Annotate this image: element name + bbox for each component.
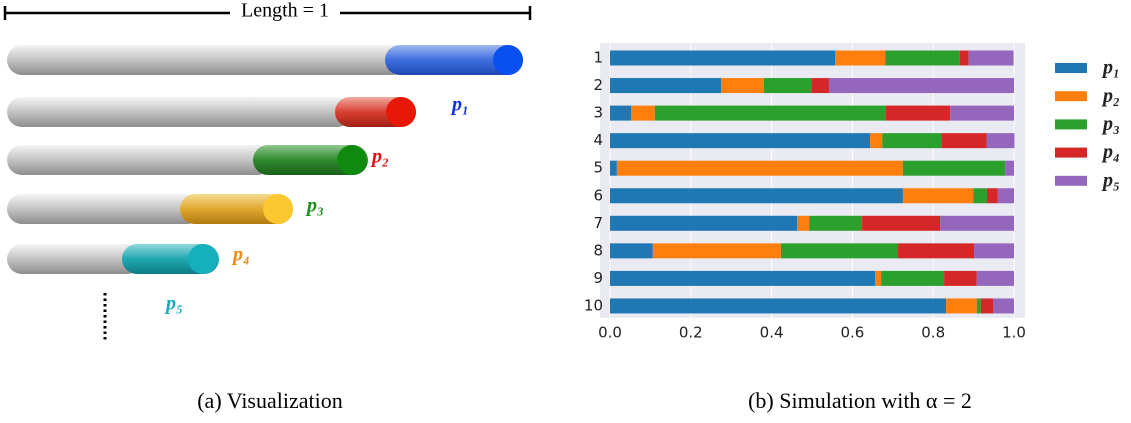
x-tick-label: 0.4 [760, 324, 784, 342]
legend-label: p₅ [1101, 169, 1120, 191]
bar-segment [944, 270, 977, 286]
bar-segment [631, 105, 655, 121]
y-tick-label: 6 [593, 186, 603, 204]
bar-segment [885, 105, 951, 121]
stick-cap [188, 244, 218, 274]
legend-label: p₄ [1101, 141, 1120, 163]
stick-piece [180, 194, 293, 224]
stick [7, 145, 272, 175]
y-tick-label: 7 [593, 214, 603, 232]
bar-segment [610, 215, 798, 231]
piece-label: p₅ [164, 293, 183, 315]
bar-segment [976, 270, 1014, 286]
legend-swatch [1055, 147, 1087, 158]
bar-segment [610, 50, 836, 66]
y-tick-label: 3 [593, 104, 603, 122]
bar-segment [610, 78, 722, 94]
piece-label: p₁ [450, 94, 469, 116]
legend-swatch [1055, 175, 1087, 186]
bar-segment [835, 50, 886, 66]
bar-segment [976, 298, 981, 314]
stick-piece [385, 45, 523, 75]
bar-segment [950, 105, 1014, 121]
bar-segment [809, 215, 863, 231]
bar-segment [721, 78, 764, 94]
bar-segment [610, 188, 903, 204]
y-tick-label: 5 [593, 159, 603, 177]
bar-segment [968, 50, 1014, 66]
bar-segment [902, 160, 1006, 176]
length-label: Length = 1 [241, 0, 329, 22]
bar-segment [881, 270, 945, 286]
bar-segment [941, 133, 987, 149]
chart: 0.0 0.2 0.4 0.6 0.8 1.0 1 2 3 4 5 6 7 8 9 10 p₁ p₂ p₃ p₄ p₅ [584, 43, 1120, 342]
bar-segment [610, 270, 876, 286]
bar-segment [959, 50, 969, 66]
stick [7, 194, 202, 224]
bar-segment [1005, 160, 1014, 176]
caption: (a) Visualization [197, 388, 343, 413]
bar-segment [940, 215, 1014, 231]
stick-cap [386, 97, 416, 127]
bar-segment [885, 50, 960, 66]
bar-segment [973, 188, 987, 204]
x-tick-label: 0.6 [840, 324, 864, 342]
y-tick-label: 1 [593, 49, 603, 67]
caption: (b) Simulation with α = 2 [748, 388, 972, 413]
bar-segment [902, 188, 974, 204]
legend-swatch [1055, 63, 1087, 73]
bar-segment [898, 243, 975, 259]
bar-segment [652, 243, 781, 259]
x-tick-label: 0.8 [921, 324, 945, 342]
bar-segment [980, 298, 993, 314]
bar-segment [870, 133, 883, 149]
y-tick-label: 8 [593, 241, 603, 259]
bar-segment [780, 243, 899, 259]
bar-segment [610, 243, 653, 259]
bar-segment [997, 188, 1014, 204]
diagram: Length = 1 p₁ p₂ p₃ p₄ p₅ [3, 0, 532, 342]
y-tick-label: 9 [593, 269, 603, 287]
piece-label: p₃ [305, 195, 324, 217]
piece-label: p₄ [231, 244, 250, 266]
bar-segment [610, 105, 632, 121]
bar-segment [986, 133, 1015, 149]
bar-segment [610, 160, 617, 176]
stick [7, 45, 407, 75]
stick-cap [493, 45, 523, 75]
legend-label: p₂ [1101, 85, 1120, 107]
label-bg [230, 0, 340, 24]
bar-segment [882, 133, 942, 149]
bar-segment [862, 215, 941, 231]
bar-segment [616, 160, 903, 176]
bar-segment [875, 270, 882, 286]
legend-label: p₁ [1101, 57, 1120, 79]
bar-segment [828, 78, 1014, 94]
stick-cap [263, 194, 293, 224]
x-tick-label: 0.0 [598, 324, 622, 342]
bar-segment [974, 243, 1014, 259]
bar-segment [610, 133, 871, 149]
y-tick-label: 10 [584, 296, 603, 314]
bar-segment [946, 298, 977, 314]
legend-swatch [1055, 91, 1087, 102]
stick-cap [337, 145, 367, 175]
bar-segment [811, 78, 829, 94]
bar-segment [654, 105, 886, 121]
bar-segment [986, 188, 998, 204]
legend-label: p₃ [1101, 113, 1120, 135]
bar-segment [797, 215, 810, 231]
bar-segment [763, 78, 812, 94]
bar-segment [610, 298, 947, 314]
x-tick-label: 0.2 [679, 324, 703, 342]
bar-segment [992, 298, 1014, 314]
legend-swatch [1055, 119, 1087, 130]
stick [7, 97, 352, 127]
stick [7, 244, 142, 274]
piece-label: p₂ [370, 146, 389, 168]
x-tick-label: 1.0 [1002, 324, 1026, 342]
y-tick-label: 4 [593, 131, 603, 149]
y-tick-label: 2 [593, 76, 603, 94]
